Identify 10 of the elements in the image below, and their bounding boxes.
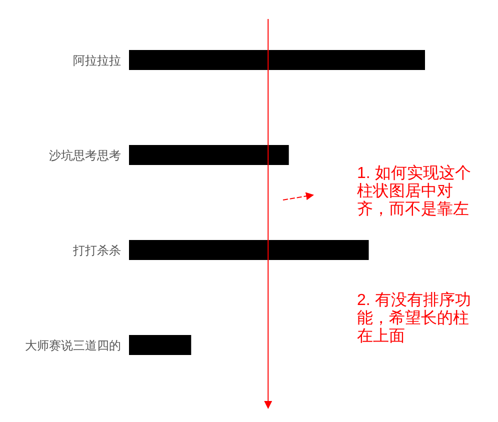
annotation: 2. 有没有排序功能，希望长的柱在上面 [357,292,472,346]
bar [129,335,192,355]
y-tick-label: 沙坑思考思考 [49,148,121,162]
y-tick-label: 打打杀杀 [72,244,121,258]
bar [129,240,369,260]
bar [129,50,425,70]
annotation: 1. 如何实现这个柱状图居中对齐，而不是靠左 [357,165,472,219]
y-tick-label: 大师赛说三道四的 [25,338,121,352]
bar [129,145,289,165]
y-tick-label: 阿拉拉拉 [73,54,121,68]
